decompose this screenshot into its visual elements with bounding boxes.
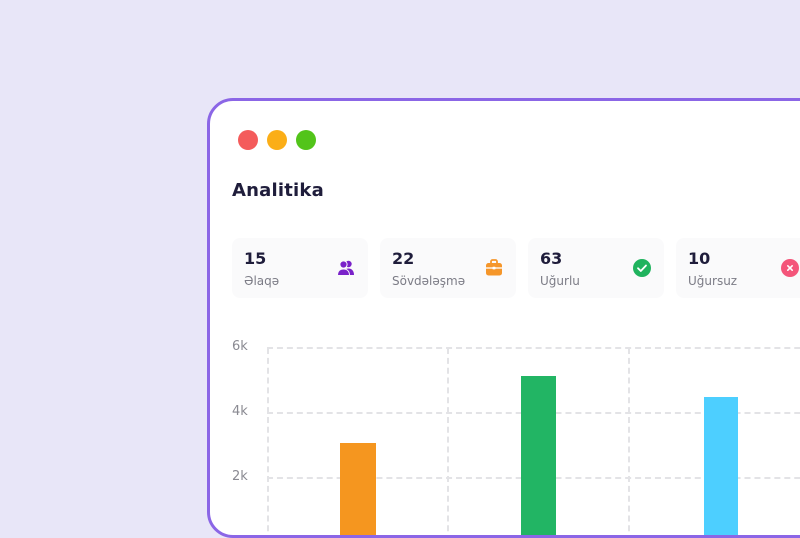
bar-chart: 6k 4k 2k (210, 331, 800, 535)
bar-deals[interactable] (521, 376, 556, 535)
grid-line (447, 348, 449, 535)
y-tick-label: 4k (232, 404, 248, 419)
check-circle-icon (632, 258, 652, 278)
x-circle-icon (780, 258, 800, 278)
stat-label: Uğurlu (540, 274, 580, 288)
stat-value: 63 (540, 249, 563, 268)
bar-successful[interactable] (704, 397, 738, 535)
briefcase-icon (484, 258, 504, 278)
y-tick-label: 2k (232, 469, 248, 484)
app-window: Analitika 15 Əlaqə 22 Sövdələşmə (207, 98, 800, 538)
stats-row: 15 Əlaqə 22 Sövdələşmə (232, 238, 800, 298)
window-controls (238, 130, 316, 150)
grid-line (267, 347, 800, 349)
stat-value: 10 (688, 249, 711, 268)
stat-card-failed[interactable]: 10 Uğursuz (676, 238, 800, 298)
maximize-button[interactable] (296, 130, 316, 150)
y-tick-label: 6k (232, 339, 248, 354)
page-title: Analitika (232, 180, 324, 201)
stat-value: 22 (392, 249, 415, 268)
close-button[interactable] (238, 130, 258, 150)
grid-line (628, 348, 630, 535)
stat-label: Sövdələşmə (392, 274, 466, 288)
stat-card-successful[interactable]: 63 Uğurlu (528, 238, 664, 298)
stat-label: Uğursuz (688, 274, 738, 288)
stat-card-contacts[interactable]: 15 Əlaqə (232, 238, 368, 298)
minimize-button[interactable] (267, 130, 287, 150)
stat-card-deals[interactable]: 22 Sövdələşmə (380, 238, 516, 298)
stat-value: 15 (244, 249, 267, 268)
users-icon (336, 258, 356, 278)
grid-line (267, 348, 269, 535)
stat-label: Əlaqə (244, 274, 280, 288)
bar-contacts[interactable] (340, 443, 376, 535)
